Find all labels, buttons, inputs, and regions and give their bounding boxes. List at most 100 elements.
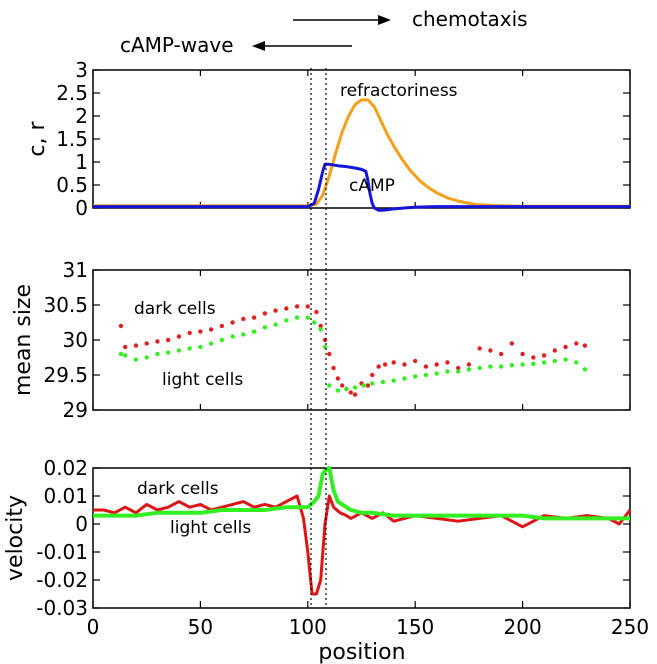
series-line-light-cells (93, 466, 630, 521)
x-axis-label: position (318, 640, 405, 664)
y-tick-label: 1.5 (56, 127, 88, 151)
data-point-light-cells (352, 385, 358, 390)
y-tick-label: 0 (75, 512, 88, 536)
panel-velocity: -0.03 -0.02 -0.01 0 0.01 0.02 0 50 100 150 200 250… (3, 456, 649, 664)
data-point-dark-cells (155, 339, 160, 344)
data-point-dark-cells (187, 330, 192, 336)
data-point-dark-cells (294, 304, 300, 309)
data-point-dark-cells (498, 351, 504, 357)
y-tick-label: -0.03 (36, 596, 88, 620)
data-point-dark-cells (541, 353, 547, 358)
data-point-light-cells (284, 318, 289, 323)
chemotaxis-label: chemotaxis (412, 7, 528, 31)
y-tick-label: 0.5 (56, 173, 88, 197)
data-point-dark-cells (466, 362, 472, 367)
data-point-light-cells (251, 329, 257, 334)
data-point-light-cells (241, 332, 246, 337)
annotation-camp: cAMP (349, 176, 395, 196)
data-point-dark-cells (314, 309, 319, 315)
data-point-light-cells (327, 383, 332, 388)
data-point-light-cells (455, 369, 461, 374)
data-point-light-cells (312, 320, 317, 325)
data-point-dark-cells (574, 341, 579, 346)
data-point-dark-cells (335, 376, 341, 381)
panel-camp-refractoriness: 00.511.522.53 c, r refractoriness cAMP (25, 58, 631, 220)
x-tick-label: 50 (188, 615, 213, 639)
data-point-dark-cells (509, 341, 515, 346)
data-point-light-cells (219, 337, 225, 343)
y-ticks: -0.03 -0.02 -0.01 0 0.01 0.02 (36, 456, 630, 620)
y-tick-label: 2 (75, 104, 88, 128)
y-tick-label: 0.01 (43, 484, 88, 508)
data-point-dark-cells (208, 327, 214, 332)
x-tick-label: 200 (504, 615, 542, 639)
data-point-dark-cells (262, 311, 268, 316)
data-point-light-cells (434, 371, 439, 376)
data-point-light-cells (144, 355, 149, 360)
data-point-dark-cells (318, 323, 323, 329)
data-point-dark-cells (144, 341, 149, 346)
y-ticks: 00.511.522.53 (56, 58, 631, 220)
y-tick-label: -0.01 (36, 540, 88, 564)
data-point-dark-cells (284, 306, 289, 311)
data-point-light-cells (466, 367, 472, 372)
data-point-dark-cells (251, 315, 257, 320)
data-point-light-cells (133, 357, 139, 362)
data-point-light-cells (563, 357, 568, 362)
data-point-light-cells (273, 322, 278, 327)
data-point-light-cells (488, 364, 493, 369)
x-tick-label: 100 (289, 615, 327, 639)
data-point-light-cells (509, 363, 515, 368)
data-point-dark-cells (305, 304, 310, 309)
camp-wave-label: cAMP-wave (120, 33, 234, 57)
data-point-dark-cells (219, 323, 225, 329)
y-tick-label: 29 (63, 398, 88, 422)
camp-wave-arrow (252, 41, 352, 51)
data-point-light-cells (208, 341, 214, 346)
data-point-dark-cells (582, 343, 588, 348)
y-tick-label: 3 (75, 58, 88, 82)
data-point-light-cells (123, 353, 128, 358)
data-point-light-cells (155, 351, 160, 357)
y-tick-label: 29.5 (43, 363, 88, 387)
x-ticks: 0 50 100 150 200 250 (87, 601, 649, 639)
data-point-dark-cells (327, 351, 332, 357)
data-point-light-cells (380, 379, 386, 385)
data-point-light-cells (574, 360, 579, 365)
data-point-light-cells (477, 365, 482, 371)
y-tick-label: 1 (75, 150, 88, 174)
x-tick-label: 0 (87, 615, 100, 639)
data-point-dark-cells (402, 362, 407, 367)
annotation-dark-cells: dark cells (134, 299, 216, 319)
data-point-light-cells (361, 383, 366, 388)
annotation-dark-cells: dark cells (137, 479, 219, 499)
y-tick-label: 2.5 (56, 81, 88, 105)
data-point-dark-cells (123, 344, 128, 350)
data-point-dark-cells (339, 383, 345, 388)
chemotaxis-arrow (293, 15, 391, 25)
panel-mean-size: 29 29.5 30 30.5 31 mean size dark cells ligh… (11, 258, 631, 422)
y-tick-label: 0.02 (43, 456, 88, 480)
data-point-light-cells (391, 378, 396, 383)
data-point-dark-cells (370, 372, 375, 378)
data-point-dark-cells (413, 358, 418, 364)
y-tick-label: 0 (75, 196, 88, 220)
data-point-light-cells (552, 358, 558, 364)
series-line-refractoriness (93, 98, 630, 208)
y-tick-label: 31 (63, 258, 88, 282)
data-point-light-cells (187, 346, 192, 351)
data-point-light-cells (423, 372, 429, 378)
data-point-dark-cells (352, 392, 358, 397)
data-point-dark-cells (488, 348, 493, 353)
data-point-dark-cells (348, 390, 353, 395)
data-point-light-cells (305, 315, 310, 320)
data-point-light-cells (541, 360, 547, 365)
data-point-dark-cells (445, 360, 450, 365)
data-point-light-cells (294, 315, 300, 320)
data-point-light-cells (413, 374, 418, 379)
data-point-dark-cells (552, 348, 558, 353)
y-axis-label: c, r (25, 120, 50, 156)
series-line-camp (93, 162, 630, 212)
data-point-dark-cells (165, 337, 171, 343)
annotation-light-cells: light cells (162, 370, 243, 390)
